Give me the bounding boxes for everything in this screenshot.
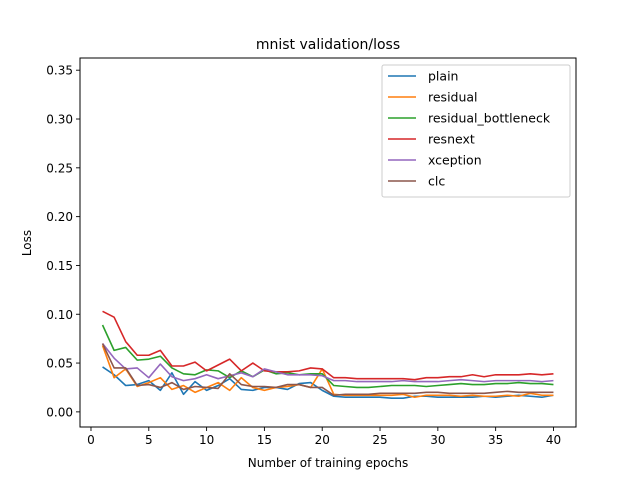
x-tick-label: 30 [430, 433, 445, 447]
y-tick-label: 0.35 [46, 64, 73, 78]
axes-frame [79, 57, 577, 428]
series-layer [101, 310, 554, 400]
legend-label-residual: residual [428, 90, 478, 105]
x-tick-label: 25 [372, 433, 387, 447]
x-tick-label: 0 [87, 433, 95, 447]
y-tick-label: 0.05 [46, 357, 73, 371]
series-line-resnext [102, 310, 554, 381]
y-axis-ticks: 0.00 0.05 0.10 0.15 0.20 0.25 0.30 0.35 [46, 64, 80, 419]
y-tick-label: 0.25 [46, 161, 73, 175]
legend-label-residual-bottleneck: residual_bottleneck [428, 111, 551, 126]
series-line-clc [101, 343, 554, 397]
legend-label-resnext: resnext [428, 132, 475, 147]
x-tick-label: 20 [315, 433, 330, 447]
series-line-plain [102, 366, 554, 400]
x-axis-label: Number of training epochs [248, 456, 409, 470]
y-axis-label: Loss [20, 230, 34, 256]
series-line-residual [101, 345, 554, 399]
legend-frame [381, 64, 571, 198]
legend-label-plain: plain [428, 69, 458, 84]
x-tick-label: 15 [257, 433, 272, 447]
y-tick-label: 0.20 [46, 210, 73, 224]
legend-label-clc: clc [428, 174, 445, 189]
chart-title: mnist validation/loss [256, 37, 400, 53]
x-axis-ticks: 0 5 10 15 20 25 30 35 40 [87, 427, 561, 447]
x-tick-label: 5 [145, 433, 153, 447]
y-tick-label: 0.15 [46, 259, 73, 273]
x-tick-label: 40 [546, 433, 561, 447]
series-line-residual-bottleneck [101, 324, 554, 389]
legend-label-xception: xception [428, 153, 482, 168]
x-tick-label: 10 [199, 433, 214, 447]
plot-area: 0 5 10 15 20 25 30 35 40 0.00 0.05 0.10 0.15 0.20 0.2… [46, 57, 577, 447]
y-tick-label: 0.00 [46, 405, 73, 419]
y-tick-label: 0.10 [46, 308, 73, 322]
y-tick-label: 0.30 [46, 113, 73, 127]
x-tick-label: 35 [488, 433, 503, 447]
series-line-xception [101, 343, 554, 383]
